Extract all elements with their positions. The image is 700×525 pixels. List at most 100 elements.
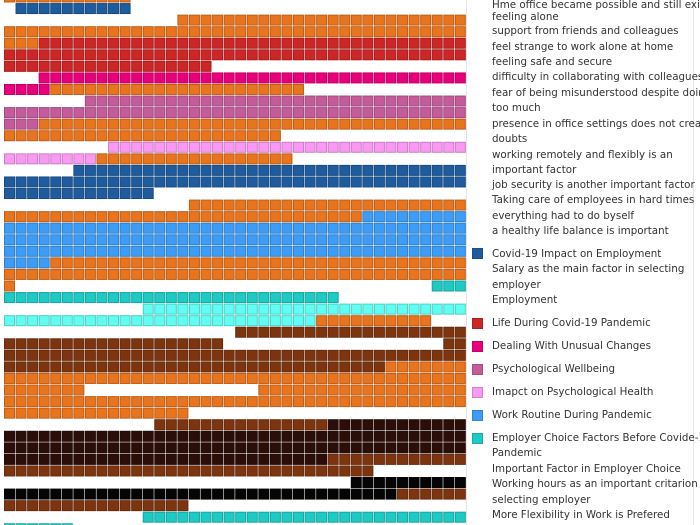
waffle-cell[interactable] — [454, 199, 466, 211]
waffle-cell[interactable] — [61, 130, 73, 142]
waffle-cell[interactable] — [154, 442, 166, 454]
waffle-cell[interactable] — [154, 407, 166, 419]
waffle-cell[interactable] — [38, 72, 50, 84]
waffle-cell[interactable] — [327, 292, 339, 304]
waffle-cell[interactable] — [269, 176, 281, 188]
waffle-cell[interactable] — [96, 488, 108, 500]
waffle-cell[interactable] — [96, 118, 108, 130]
waffle-cell[interactable] — [4, 37, 15, 49]
waffle-cell[interactable] — [119, 141, 131, 153]
waffle-cell[interactable] — [362, 49, 374, 61]
waffle-cell[interactable] — [84, 118, 96, 130]
waffle-cell[interactable] — [142, 396, 154, 408]
waffle-cell[interactable] — [385, 14, 397, 26]
waffle-cell[interactable] — [108, 72, 120, 84]
waffle-cell[interactable] — [397, 37, 409, 49]
waffle-cell[interactable] — [327, 199, 339, 211]
waffle-cell[interactable] — [165, 37, 177, 49]
waffle-cell[interactable] — [200, 268, 212, 280]
waffle-cell[interactable] — [27, 234, 39, 246]
waffle-cell[interactable] — [200, 303, 212, 315]
waffle-cell[interactable] — [212, 141, 224, 153]
waffle-cell[interactable] — [73, 268, 85, 280]
waffle-cell[interactable] — [50, 118, 62, 130]
waffle-cell[interactable] — [73, 257, 85, 269]
waffle-cell[interactable] — [165, 95, 177, 107]
waffle-cell[interactable] — [188, 268, 200, 280]
waffle-cell[interactable] — [281, 153, 293, 165]
waffle-cell[interactable] — [454, 442, 466, 454]
waffle-cell[interactable] — [408, 72, 420, 84]
waffle-cell[interactable] — [38, 292, 50, 304]
waffle-cell[interactable] — [84, 407, 96, 419]
waffle-cell[interactable] — [50, 442, 62, 454]
waffle-cell[interactable] — [142, 141, 154, 153]
waffle-cell[interactable] — [200, 245, 212, 257]
waffle-cell[interactable] — [316, 396, 328, 408]
waffle-cell[interactable] — [96, 257, 108, 269]
waffle-cell[interactable] — [235, 430, 247, 442]
waffle-cell[interactable] — [73, 349, 85, 361]
waffle-cell[interactable] — [154, 37, 166, 49]
waffle-cell[interactable] — [293, 222, 304, 234]
waffle-cell[interactable] — [397, 361, 409, 373]
waffle-cell[interactable] — [397, 49, 409, 61]
waffle-cell[interactable] — [408, 176, 420, 188]
waffle-cell[interactable] — [373, 315, 385, 327]
waffle-cell[interactable] — [223, 430, 235, 442]
waffle-cell[interactable] — [96, 164, 108, 176]
waffle-cell[interactable] — [84, 488, 96, 500]
waffle-cell[interactable] — [223, 176, 235, 188]
waffle-cell[interactable] — [165, 361, 177, 373]
waffle-cell[interactable] — [119, 188, 131, 200]
waffle-cell[interactable] — [246, 164, 258, 176]
waffle-cell[interactable] — [258, 164, 270, 176]
waffle-cell[interactable] — [258, 453, 270, 465]
waffle-cell[interactable] — [339, 257, 351, 269]
waffle-cell[interactable] — [73, 453, 85, 465]
waffle-cell[interactable] — [212, 107, 224, 119]
waffle-cell[interactable] — [154, 315, 166, 327]
waffle-cell[interactable] — [200, 49, 212, 61]
waffle-cell[interactable] — [73, 245, 85, 257]
waffle-cell[interactable] — [362, 453, 374, 465]
waffle-cell[interactable] — [258, 176, 270, 188]
waffle-cell[interactable] — [223, 14, 235, 26]
waffle-cell[interactable] — [212, 130, 224, 142]
waffle-cell[interactable] — [223, 234, 235, 246]
waffle-cell[interactable] — [154, 465, 166, 477]
waffle-cell[interactable] — [246, 349, 258, 361]
waffle-cell[interactable] — [4, 245, 15, 257]
waffle-cell[interactable] — [61, 234, 73, 246]
waffle-cell[interactable] — [27, 153, 39, 165]
waffle-cell[interactable] — [165, 245, 177, 257]
waffle-cell[interactable] — [420, 37, 432, 49]
waffle-cell[interactable] — [165, 396, 177, 408]
waffle-cell[interactable] — [304, 26, 316, 38]
waffle-cell[interactable] — [15, 118, 27, 130]
waffle-cell[interactable] — [15, 37, 27, 49]
waffle-cell[interactable] — [38, 442, 50, 454]
waffle-cell[interactable] — [212, 442, 224, 454]
waffle-cell[interactable] — [212, 176, 224, 188]
waffle-cell[interactable] — [154, 338, 166, 350]
waffle-cell[interactable] — [84, 164, 96, 176]
waffle-cell[interactable] — [281, 442, 293, 454]
waffle-cell[interactable] — [223, 292, 235, 304]
waffle-cell[interactable] — [420, 72, 432, 84]
waffle-cell[interactable] — [246, 511, 258, 523]
waffle-cell[interactable] — [131, 442, 143, 454]
waffle-cell[interactable] — [84, 430, 96, 442]
waffle-cell[interactable] — [61, 118, 73, 130]
waffle-cell[interactable] — [188, 511, 200, 523]
waffle-cell[interactable] — [246, 72, 258, 84]
waffle-cell[interactable] — [27, 372, 39, 384]
waffle-cell[interactable] — [61, 349, 73, 361]
waffle-cell[interactable] — [84, 72, 96, 84]
waffle-cell[interactable] — [443, 37, 455, 49]
waffle-cell[interactable] — [281, 384, 293, 396]
waffle-cell[interactable] — [350, 315, 362, 327]
waffle-cell[interactable] — [269, 349, 281, 361]
waffle-cell[interactable] — [131, 234, 143, 246]
waffle-cell[interactable] — [50, 465, 62, 477]
